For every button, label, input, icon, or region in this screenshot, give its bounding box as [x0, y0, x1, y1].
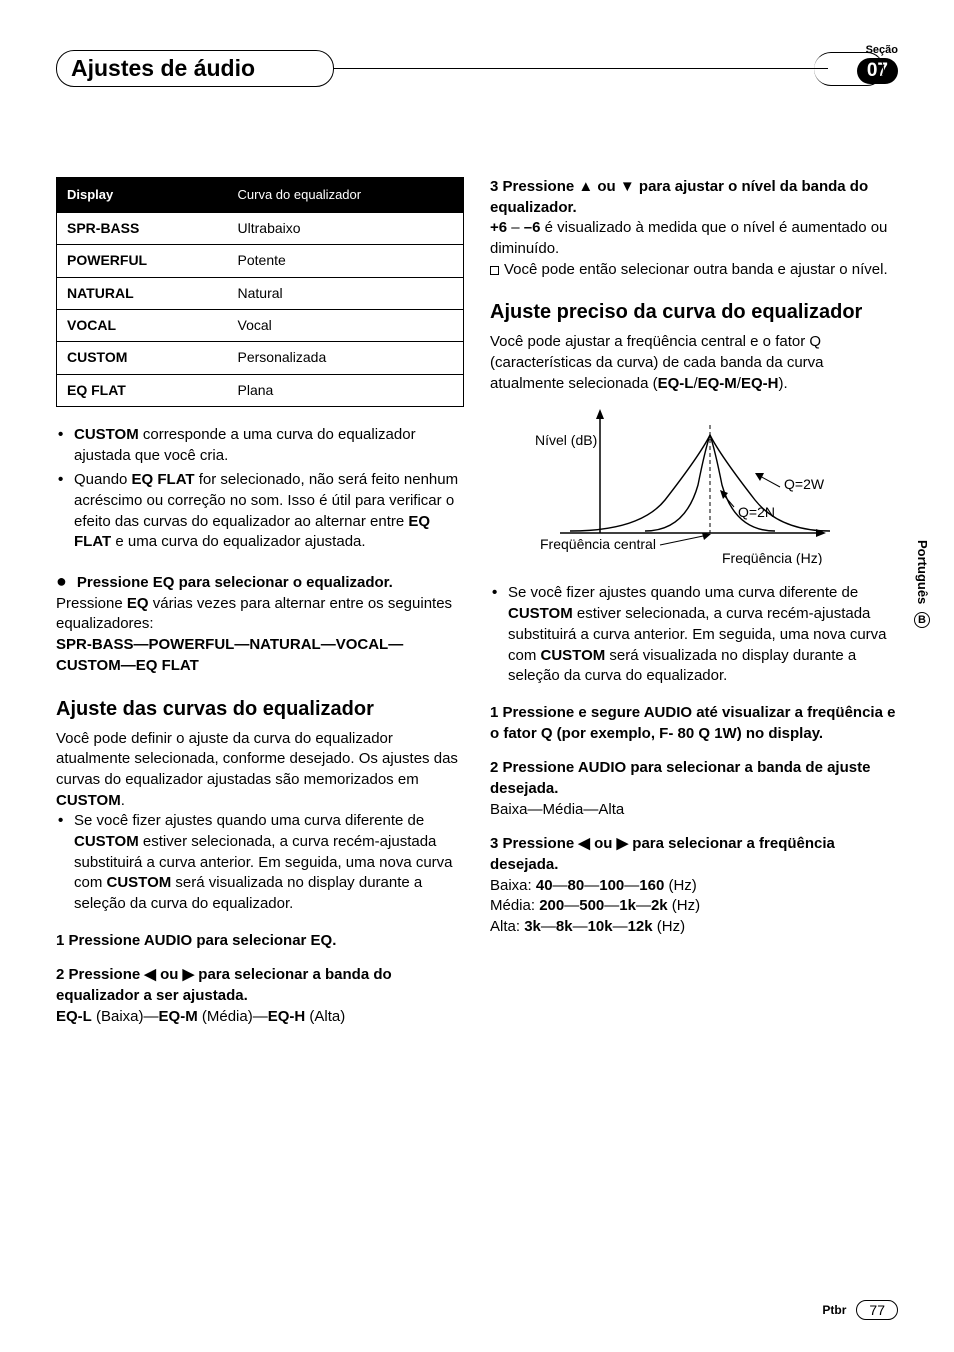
- graph-x-label: Freqüência (Hz): [722, 550, 822, 565]
- step: 3 Pressione ◀ ou ▶ para selecionar a fre…: [490, 834, 898, 937]
- paragraph: Você pode ajustar a freqüência central e…: [490, 332, 898, 394]
- step: 1 Pressione AUDIO para selecionar EQ.: [56, 931, 464, 952]
- instruction-title: Pressione EQ para selecionar o equalizad…: [77, 574, 393, 591]
- eq-sequence: SPR-BASS—POWERFUL—NATURAL—VOCAL—CUSTOM—E…: [56, 636, 403, 674]
- list-item: Quando EQ FLAT for selecionado, não será…: [56, 470, 464, 553]
- graph-center-label: Freqüência central: [540, 536, 656, 552]
- table-row: EQ FLAT Plana: [57, 374, 463, 406]
- table-cell: CUSTOM: [57, 342, 228, 373]
- q-curve-graph: Nível (dB) Q=2N Q=2W Freqüência central …: [490, 405, 898, 570]
- table-cell: NATURAL: [57, 278, 228, 309]
- language-side-tab: Português B: [914, 540, 930, 628]
- side-tab-badge: B: [914, 612, 930, 628]
- equalizer-table: Display Curva do equalizador SPR-BASS Ul…: [56, 177, 464, 407]
- step: 1 Pressione e segure AUDIO até visualiza…: [490, 703, 898, 744]
- notes-list: Se você fizer ajustes quando uma curva d…: [56, 811, 464, 914]
- table-header: Display Curva do equalizador: [57, 178, 463, 212]
- graph-q2n-label: Q=2N: [738, 504, 775, 520]
- list-item: Se você fizer ajustes quando uma curva d…: [56, 811, 464, 914]
- step: 3 Pressione ▲ ou ▼ para ajustar o nível …: [490, 177, 898, 280]
- table-cell: Plana: [228, 375, 463, 406]
- notes-list: Se você fizer ajustes quando uma curva d…: [490, 583, 898, 686]
- instruction-block: ● Pressione EQ para selecionar o equaliz…: [56, 569, 464, 677]
- right-column: 3 Pressione ▲ ou ▼ para ajustar o nível …: [490, 177, 898, 1041]
- graph-y-label: Nível (dB): [535, 432, 597, 448]
- graph-q2w-label: Q=2W: [784, 476, 825, 492]
- step: 2 Pressione ◀ ou ▶ para selecionar a ban…: [56, 965, 464, 1027]
- footer-lang: Ptbr: [822, 1303, 846, 1317]
- table-cell: Vocal: [228, 310, 463, 341]
- side-tab-text: Português: [915, 540, 930, 604]
- table-cell: EQ FLAT: [57, 375, 228, 406]
- header-connector: [334, 68, 828, 69]
- footer-page-number: 77: [856, 1300, 898, 1320]
- table-row: VOCAL Vocal: [57, 309, 463, 341]
- header-arc: [814, 52, 884, 86]
- graph-svg: Nível (dB) Q=2N Q=2W Freqüência central …: [490, 405, 850, 565]
- table-cell: Personalizada: [228, 342, 463, 373]
- table-cell: Potente: [228, 245, 463, 276]
- table-row: POWERFUL Potente: [57, 244, 463, 276]
- table-cell: Ultrabaixo: [228, 213, 463, 244]
- left-column: Display Curva do equalizador SPR-BASS Ul…: [56, 177, 464, 1041]
- page-header: Ajustes de áudio: [56, 50, 898, 87]
- notes-list: CUSTOM corresponde a uma curva do equali…: [56, 425, 464, 553]
- note: Você pode então selecionar outra banda e…: [490, 260, 898, 281]
- page-footer: Ptbr 77: [822, 1300, 898, 1320]
- table-cell: SPR-BASS: [57, 213, 228, 244]
- section-heading: Ajuste das curvas do equalizador: [56, 697, 464, 721]
- paragraph: Você pode definir o ajuste da curva do e…: [56, 729, 464, 812]
- page-title: Ajustes de áudio: [56, 50, 334, 87]
- table-cell: VOCAL: [57, 310, 228, 341]
- step: 2 Pressione AUDIO para selecionar a band…: [490, 758, 898, 820]
- bullet-icon: ●: [56, 571, 77, 591]
- table-cell: Natural: [228, 278, 463, 309]
- table-header-cell: Curva do equalizador: [228, 178, 463, 212]
- list-item: CUSTOM corresponde a uma curva do equali…: [56, 425, 464, 466]
- table-cell: POWERFUL: [57, 245, 228, 276]
- table-row: NATURAL Natural: [57, 277, 463, 309]
- table-row: CUSTOM Personalizada: [57, 341, 463, 373]
- list-item: Se você fizer ajustes quando uma curva d…: [490, 583, 898, 686]
- table-row: SPR-BASS Ultrabaixo: [57, 212, 463, 244]
- section-heading: Ajuste preciso da curva do equalizador: [490, 300, 898, 324]
- table-header-cell: Display: [57, 178, 228, 212]
